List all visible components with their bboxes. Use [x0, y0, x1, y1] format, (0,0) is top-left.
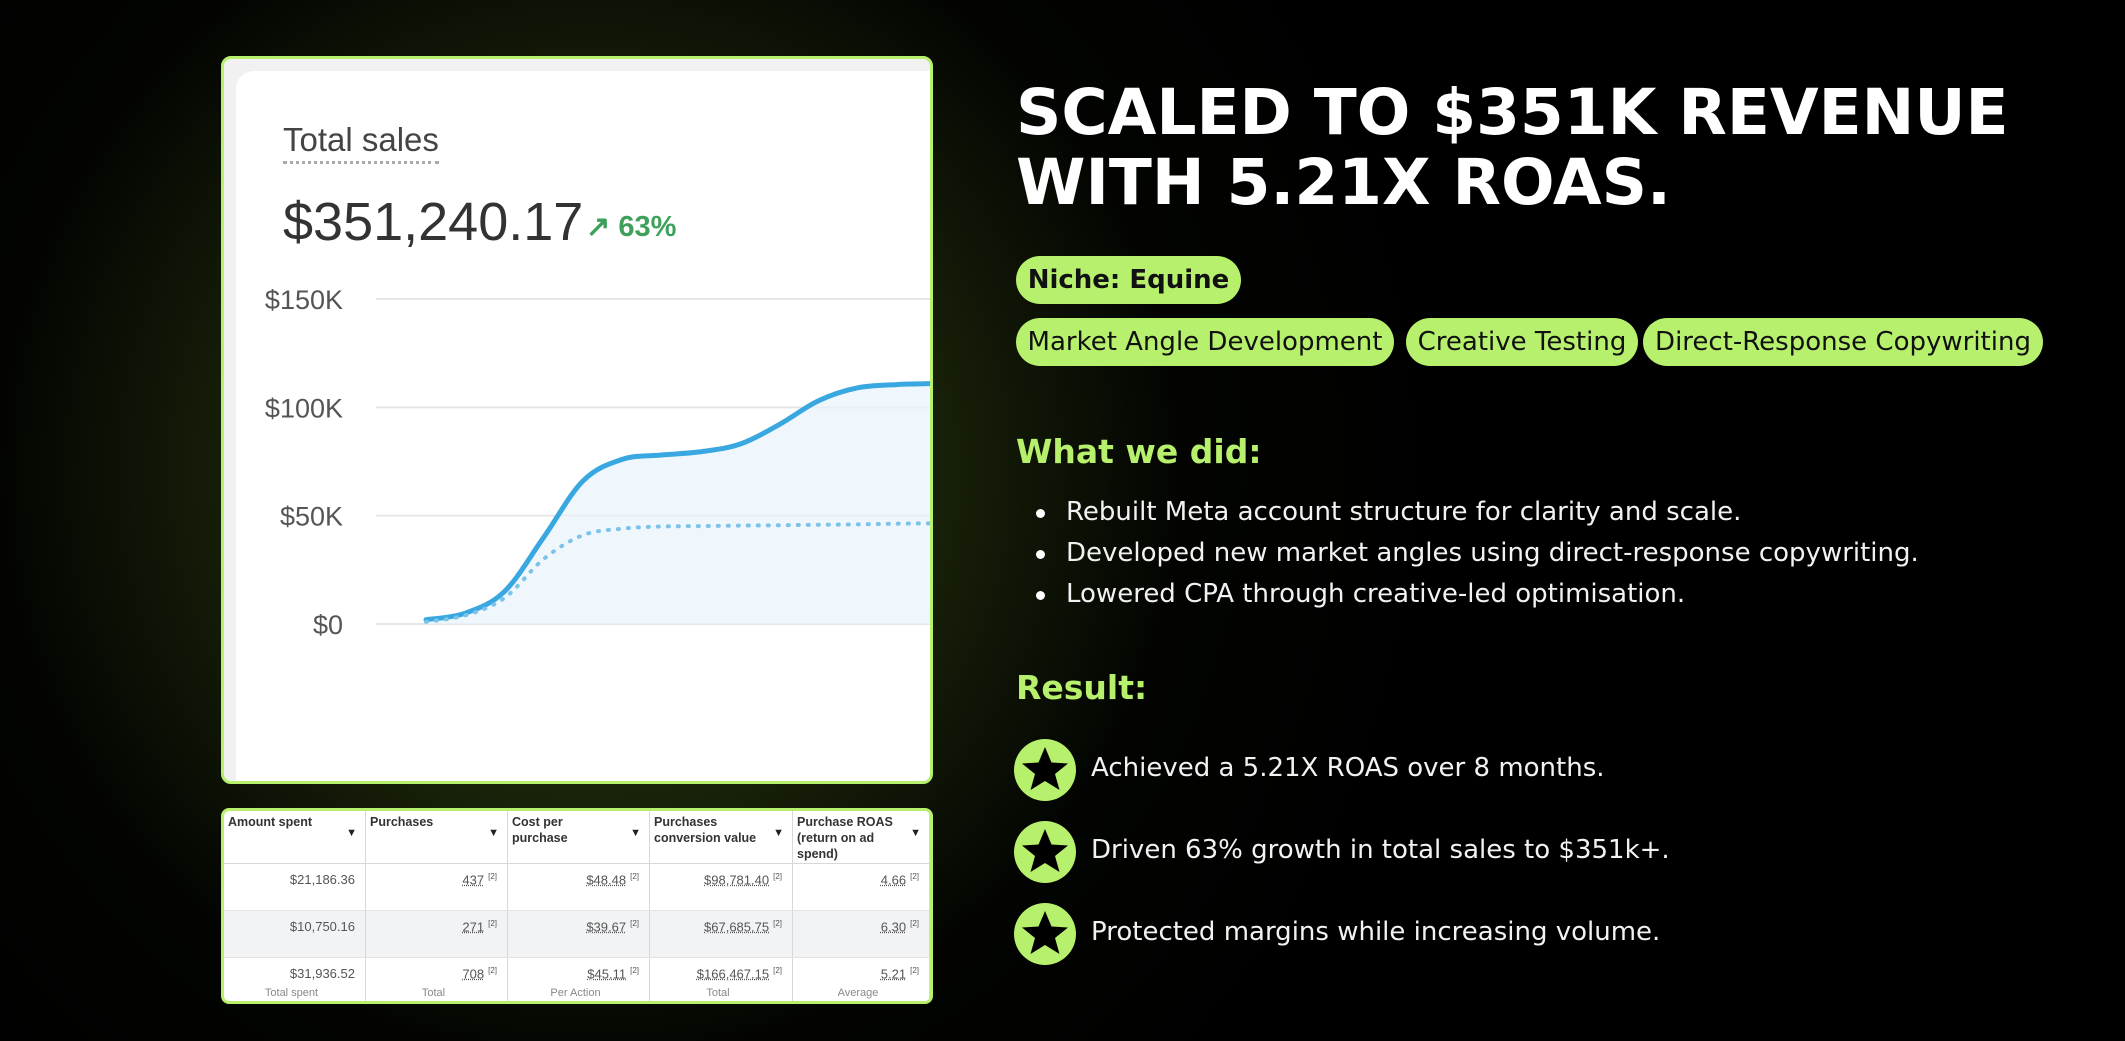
table-cell: $45.11 [2] Per Action — [508, 958, 650, 1001]
table-cell: $31,936.52 Total spent — [224, 958, 366, 1001]
list-item: Developed new market angles using direct… — [1036, 533, 1919, 574]
table-cell: 6.30 [2] — [793, 911, 930, 957]
result-text: Achieved a 5.21X ROAS over 8 months. — [1091, 753, 1605, 783]
ads-results-table: Amount spent ▼ Purchases ▼ Cost per purchase… — [221, 808, 933, 1004]
column-header[interactable]: Cost per purchase ▼ — [508, 811, 650, 863]
sort-caret-icon[interactable]: ▼ — [346, 827, 357, 839]
table-row: $10,750.16 271 [2] $39.67 [2] $67,685.75 [2] 6.… — [224, 911, 930, 958]
chart-title: Total sales — [283, 121, 439, 164]
column-header[interactable]: Purchases conversion value ▼ — [650, 811, 793, 863]
table-cell: 271 [2] — [366, 911, 508, 957]
table-header-row: Amount spent ▼ Purchases ▼ Cost per purchase… — [224, 811, 930, 864]
niche-pill: Niche: Equine — [1016, 256, 1241, 304]
result-text: Driven 63% growth in total sales to $351… — [1091, 835, 1670, 865]
result-title: Result: — [1016, 668, 1148, 707]
table-row: $21,186.36 437 [2] $48.48 [2] $98,781.40 [2] 4.… — [224, 864, 930, 911]
sort-caret-icon[interactable]: ▼ — [910, 827, 921, 839]
tag-creative-testing: Creative Testing — [1406, 318, 1638, 366]
table-cell: $48.48 [2] — [508, 864, 650, 910]
sort-caret-icon[interactable]: ▼ — [773, 827, 784, 839]
y-tick-label: $50K — [280, 502, 343, 532]
y-tick-label: $150K — [265, 285, 343, 315]
list-item: Lowered CPA through creative-led optimis… — [1036, 574, 1919, 615]
total-sales-card: Total sales $351,240.17 ↗ 63% $150K $100K… — [221, 56, 933, 784]
table-cell: $39.67 [2] — [508, 911, 650, 957]
result-item: Achieved a 5.21X ROAS over 8 months. — [1014, 739, 2014, 803]
headline-line-2: WITH 5.21X ROAS. — [1016, 146, 1671, 219]
what-we-did-list: Rebuilt Meta account structure for clari… — [1036, 492, 1919, 615]
sales-line-chart: $150K $100K $50K $0 — [265, 285, 930, 640]
headline: SCALED TO $351K REVENUE WITH 5.21X ROAS. — [1016, 78, 2076, 218]
result-text: Protected margins while increasing volum… — [1091, 917, 1661, 947]
star-badge-icon — [1014, 903, 1076, 965]
table-cell: 5.21 [2] Average — [793, 958, 930, 1001]
table-cell: $67,685.75 [2] — [650, 911, 793, 957]
result-item: Protected margins while increasing volum… — [1014, 903, 2014, 967]
ads-table: Amount spent ▼ Purchases ▼ Cost per purchase… — [224, 811, 930, 1001]
what-we-did-title: What we did: — [1016, 432, 1262, 471]
total-sales-panel: Total sales $351,240.17 ↗ 63% $150K $100K… — [236, 71, 930, 781]
sales-series-line — [423, 381, 930, 623]
series-area — [426, 383, 930, 624]
result-item: Driven 63% growth in total sales to $351… — [1014, 821, 2014, 885]
column-header[interactable]: Purchase ROAS (return on ad spend) ▼ — [793, 811, 930, 863]
sort-caret-icon[interactable]: ▼ — [630, 827, 641, 839]
headline-line-1: SCALED TO $351K REVENUE — [1016, 76, 2009, 149]
table-cell: $21,186.36 — [224, 864, 366, 910]
star-badge-icon — [1014, 821, 1076, 883]
sort-caret-icon[interactable]: ▼ — [488, 827, 499, 839]
y-tick-label: $0 — [313, 610, 343, 640]
y-tick-label: $100K — [265, 393, 343, 423]
table-cell: $166,467.15 [2] Total — [650, 958, 793, 1001]
table-cell: 708 [2] Total — [366, 958, 508, 1001]
tag-market-angle: Market Angle Development — [1016, 318, 1394, 366]
table-cell: 4.66 [2] — [793, 864, 930, 910]
tag-direct-response: Direct-Response Copywriting — [1643, 318, 2043, 366]
table-cell: $98,781.40 [2] — [650, 864, 793, 910]
table-totals-row: $31,936.52 Total spent 708 [2] Total $45.11 [2… — [224, 958, 930, 1001]
total-sales-value: $351,240.17 — [283, 192, 584, 252]
star-badge-icon — [1014, 739, 1076, 801]
table-cell: 437 [2] — [366, 864, 508, 910]
column-header[interactable]: Purchases ▼ — [366, 811, 508, 863]
list-item: Rebuilt Meta account structure for clari… — [1036, 492, 1919, 533]
growth-badge: ↗ 63% — [586, 211, 677, 243]
table-cell: $10,750.16 — [224, 911, 366, 957]
column-header[interactable]: Amount spent ▼ — [224, 811, 366, 863]
